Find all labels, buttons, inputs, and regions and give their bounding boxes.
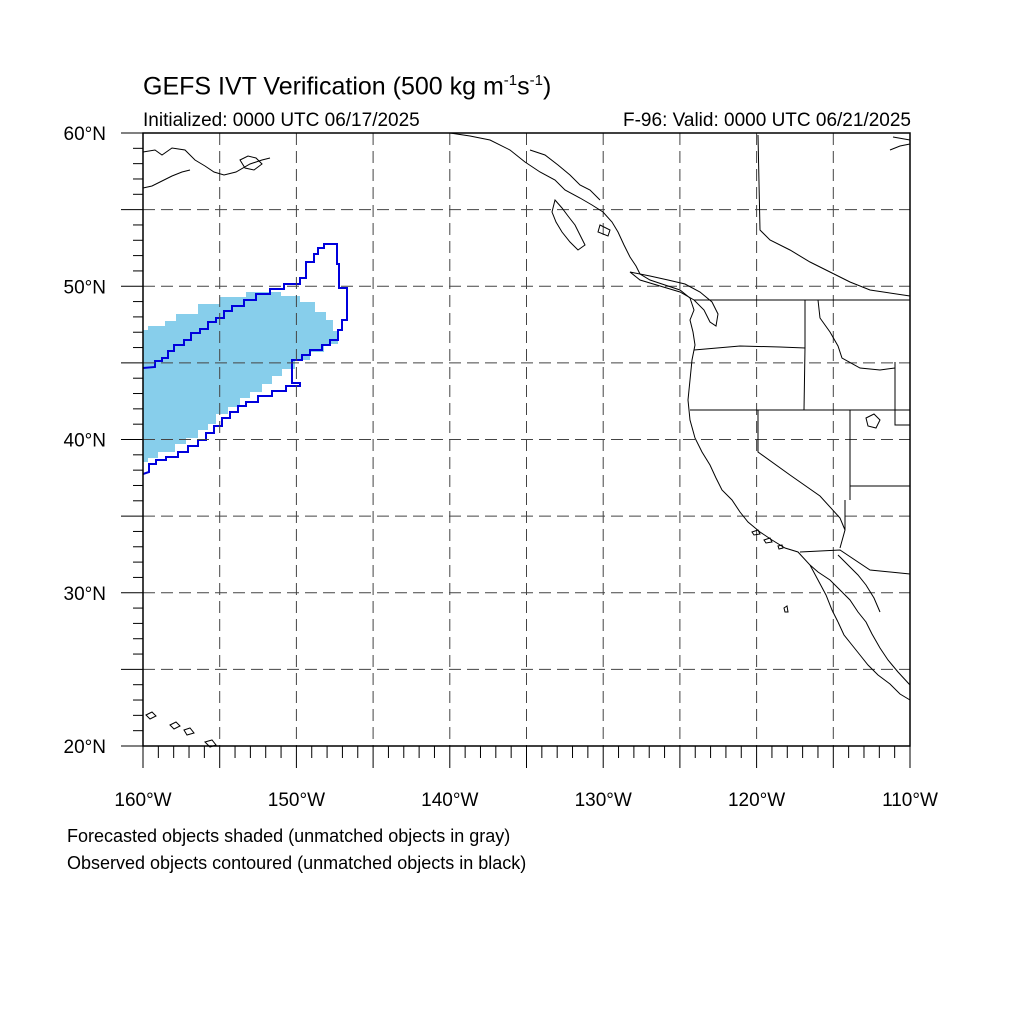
map-frame [142,132,911,747]
lat-label: 60°N [64,124,106,145]
lon-label: 120°W [728,790,785,811]
lat-lon-grid [121,132,911,768]
longitude-labels: 160°W 150°W 140°W 130°W 120°W 110°W [114,790,938,811]
lat-label: 50°N [64,277,106,298]
initialized-time: Initialized: 0000 UTC 06/17/2025 [143,110,420,131]
political-borders [690,299,911,575]
valid-time: F-96: Valid: 0000 UTC 06/21/2025 [623,110,911,131]
coastlines [142,132,911,748]
lat-label: 20°N [64,737,106,758]
lat-label: 40°N [64,431,106,452]
legend-forecast-note: Forecasted objects shaded (unmatched obj… [67,826,511,846]
map-title: GEFS IVT Verification (500 kg m-1s-1) [143,72,552,101]
lon-label: 140°W [421,790,478,811]
forecast-ivt-object [143,292,338,462]
observed-ivt-contour [142,243,348,475]
lat-label: 30°N [64,584,106,605]
lon-label: 150°W [268,790,325,811]
lon-label: 130°W [575,790,632,811]
latitude-labels: 20°N 30°N 40°N 50°N 60°N [64,124,106,758]
lon-label: 160°W [114,790,171,811]
lon-label: 110°W [882,790,938,811]
legend-observed-note: Observed objects contoured (unmatched ob… [67,853,527,873]
